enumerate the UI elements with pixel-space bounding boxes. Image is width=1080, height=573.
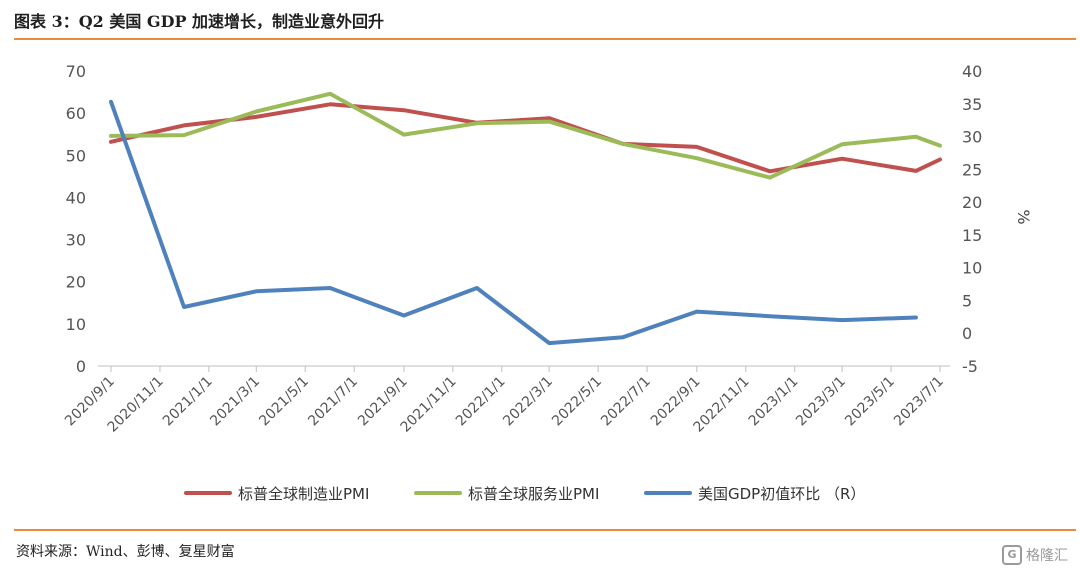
source-note: 资料来源：Wind、彭博、复星财富	[16, 544, 235, 560]
legend-label-3: 美国GDP初值环比 （R）	[698, 485, 865, 503]
chart-lines	[109, 91, 942, 346]
x-axis-tick-label: 2022/7/1	[598, 374, 654, 430]
right-axis-tick-label: 15	[962, 226, 982, 245]
chart-title: 图表 3：Q2 美国 GDP 加速增长，制造业意外回升	[14, 12, 385, 31]
x-axis-tick-label: 2023/5/1	[842, 374, 898, 430]
right-axis-tick-label: 35	[962, 95, 982, 114]
watermark: G 格隆汇	[1002, 545, 1068, 565]
right-axis-tick-label: 25	[962, 160, 982, 179]
series-line-3	[109, 99, 918, 346]
right-axis-tick-label: 30	[962, 128, 982, 147]
left-axis-tick-label: 20	[66, 273, 86, 292]
right-axis-tick-label: 20	[962, 193, 982, 212]
left-axis-tick-label: 50	[66, 146, 86, 165]
chart-legend: 标普全球制造业PMI 标普全球服务业PMI 美国GDP初值环比 （R）	[184, 485, 865, 503]
right-axis-unit-label: %	[1014, 209, 1033, 224]
right-axis-tick-label: 40	[962, 62, 982, 81]
line-chart: 010203040506070-50510152025303540%2020/9…	[62, 62, 1033, 503]
x-axis-tick-label: 2022/3/1	[500, 374, 556, 430]
series-line-2	[109, 91, 942, 180]
x-axis-tick-label: 2023/1/1	[746, 374, 802, 430]
right-axis-tick-label: 10	[962, 259, 982, 278]
x-axis-tick-label: 2021/7/1	[305, 374, 361, 430]
left-axis-tick-label: 70	[66, 62, 86, 81]
series-line-1	[109, 102, 942, 174]
right-axis-tick-label: -5	[962, 357, 978, 376]
left-axis-tick-label: 10	[66, 315, 86, 334]
x-axis-tick-label: 2023/3/1	[793, 374, 849, 430]
top-rule	[14, 38, 1076, 40]
x-axis-tick-label: 2022/1/1	[453, 374, 509, 430]
x-axis-tick-label: 2021/5/1	[256, 374, 312, 430]
x-axis-tick-label: 2021/1/1	[160, 374, 216, 430]
legend-label-1: 标普全球制造业PMI	[238, 485, 369, 503]
x-axis-tick-label: 2023/7/1	[891, 374, 947, 430]
right-axis-tick-label: 5	[962, 291, 972, 310]
x-axis-tick-label: 2021/3/1	[207, 374, 263, 430]
watermark-text: 格隆汇	[1026, 548, 1068, 564]
left-axis-tick-label: 60	[66, 104, 86, 123]
watermark-logo-icon: G	[1002, 545, 1022, 565]
right-axis-tick-label: 0	[962, 324, 972, 343]
legend-label-2: 标普全球服务业PMI	[468, 485, 599, 503]
left-axis-tick-label: 0	[76, 357, 86, 376]
bottom-rule	[14, 529, 1076, 531]
left-axis-tick-label: 30	[66, 231, 86, 250]
x-axis-tick-label: 2022/5/1	[549, 374, 605, 430]
left-axis-tick-label: 40	[66, 188, 86, 207]
